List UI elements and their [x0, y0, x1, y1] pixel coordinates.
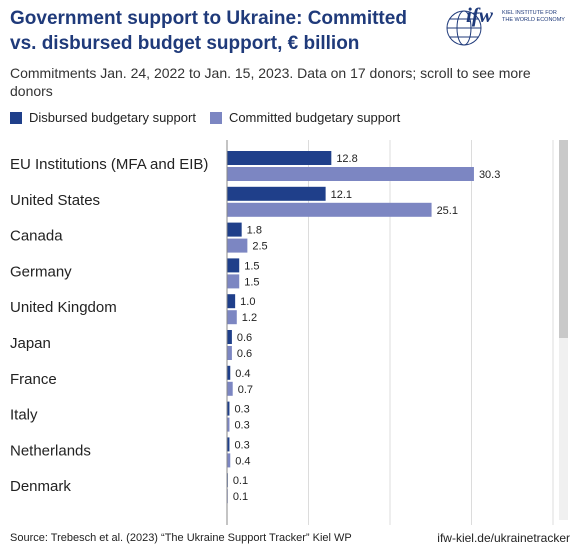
chart-subtitle: Commitments Jan. 24, 2022 to Jan. 15, 20…	[10, 65, 531, 99]
bar-committed	[227, 346, 232, 360]
bar-disbursed	[227, 258, 240, 273]
category-label: Netherlands	[10, 442, 91, 459]
value-label: 1.5	[244, 260, 259, 272]
bar-committed	[227, 202, 432, 217]
value-label: 0.6	[237, 348, 252, 360]
legend: Disbursed budgetary support Committed bu…	[10, 110, 414, 125]
bar-disbursed	[227, 222, 242, 237]
value-label: 0.4	[235, 455, 250, 467]
bar-disbursed	[227, 151, 332, 165]
category-label: Germany	[10, 263, 72, 280]
value-label: 0.4	[235, 368, 250, 380]
tracker-link[interactable]: ifw-kiel.de/ukrainetracker	[437, 531, 570, 545]
chart-title: Government support to Ukraine: Committed…	[10, 8, 407, 54]
bar-disbursed	[227, 401, 230, 416]
value-label: 2.5	[252, 241, 267, 253]
globe-icon	[446, 10, 482, 46]
value-label: 0.3	[234, 420, 249, 432]
bar-disbursed	[227, 365, 231, 380]
value-label: 1.8	[247, 225, 262, 237]
legend-item-committed: Committed budgetary support	[209, 110, 401, 125]
category-label: Italy	[10, 407, 38, 424]
value-label: 12.8	[336, 153, 357, 165]
category-label: Japan	[10, 335, 51, 352]
bar-committed	[227, 417, 230, 432]
bar-committed	[227, 167, 474, 181]
bar-disbursed	[227, 294, 236, 309]
value-label: 0.3	[234, 439, 249, 451]
legend-label-committed: Committed budgetary support	[228, 110, 401, 125]
bar-committed	[227, 238, 248, 253]
value-label: 1.0	[240, 296, 255, 308]
bar-committed	[227, 381, 233, 396]
category-label: Denmark	[10, 478, 71, 495]
bar-committed	[227, 274, 240, 289]
legend-label-disbursed: Disbursed budgetary support	[29, 110, 196, 125]
legend-item-disbursed: Disbursed budgetary support	[10, 110, 196, 125]
value-label: 0.1	[233, 475, 248, 487]
value-label: 0.7	[238, 384, 253, 396]
bar-disbursed	[227, 330, 232, 344]
value-label: 0.3	[234, 404, 249, 416]
bar-chart[interactable]: EU Institutions (MFA and EIB) 12.8 30.3 Uni…	[0, 140, 556, 525]
value-label: 0.1	[233, 491, 248, 503]
bar-committed	[227, 453, 231, 468]
value-label: 1.2	[242, 312, 257, 324]
category-label: Canada	[10, 228, 63, 245]
logo-mark: ifw	[466, 3, 494, 27]
logo-line-2: THE WORLD ECONOMY	[502, 17, 565, 23]
category-label: United States	[10, 192, 100, 209]
category-label: EU Institutions (MFA and EIB)	[10, 156, 208, 173]
bar-disbursed	[227, 437, 230, 452]
category-label: France	[10, 371, 57, 388]
value-label: 25.1	[437, 205, 458, 217]
value-label: 1.5	[244, 276, 259, 288]
source-note: Source: Trebesch et al. (2023) “The Ukra…	[10, 532, 352, 544]
ifw-logo: ifw KIEL INSTITUTE FOR THE WORLD ECONOMY	[446, 3, 565, 46]
logo-line-1: KIEL INSTITUTE FOR	[502, 10, 557, 16]
scrollbar-thumb[interactable]	[559, 140, 568, 338]
value-label: 0.6	[237, 332, 252, 344]
bar-disbursed	[227, 186, 326, 201]
value-label: 12.1	[331, 189, 352, 201]
value-label: 30.3	[479, 169, 500, 181]
category-label: United Kingdom	[10, 299, 117, 316]
legend-swatch-disbursed	[10, 111, 22, 124]
legend-swatch-committed	[209, 111, 222, 124]
bar-committed	[227, 310, 237, 325]
